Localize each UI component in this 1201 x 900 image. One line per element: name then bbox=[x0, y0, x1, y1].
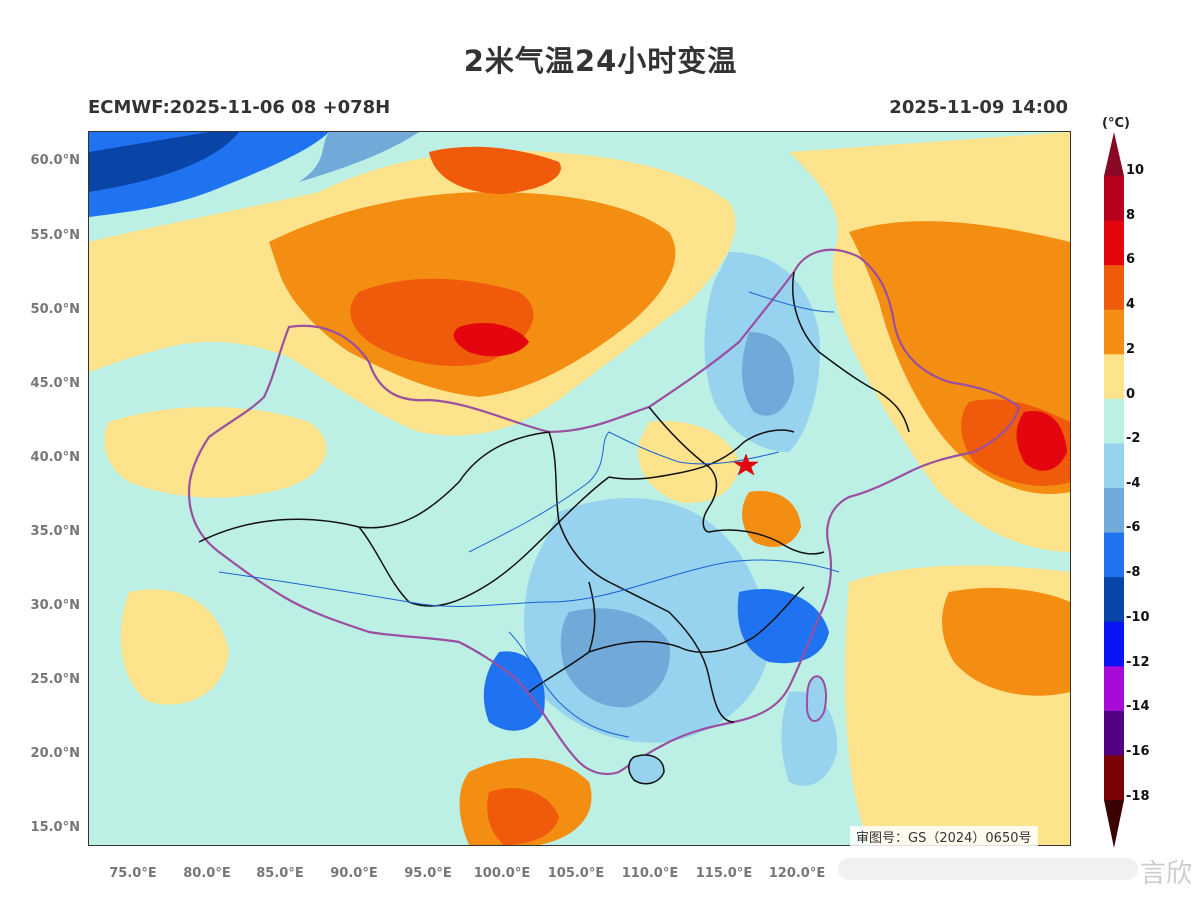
colorbar-label: -10 bbox=[1126, 610, 1150, 625]
province-boundary bbox=[608, 429, 795, 480]
province-boundary bbox=[708, 529, 825, 555]
river bbox=[468, 431, 780, 553]
china-border bbox=[187, 248, 1021, 776]
lon-label: 105.0°E bbox=[547, 866, 605, 881]
warm-patch-xinjiang bbox=[104, 407, 327, 498]
province-boundary bbox=[548, 431, 670, 613]
province-boundary bbox=[528, 581, 596, 693]
lat-label: 25.0°N bbox=[30, 672, 80, 687]
colorbar-segment bbox=[1104, 755, 1124, 801]
colorbar-segment bbox=[1104, 621, 1124, 667]
colorbar-label: -8 bbox=[1126, 565, 1141, 580]
star-beijing-marker bbox=[733, 453, 759, 476]
colorbar-segment bbox=[1104, 577, 1124, 623]
province-boundary bbox=[358, 476, 610, 607]
colorbar-segment bbox=[1104, 666, 1124, 712]
province-boundary bbox=[792, 271, 910, 433]
lon-label: 115.0°E bbox=[695, 866, 753, 881]
colorbar-segment bbox=[1104, 398, 1124, 444]
island-taiwan bbox=[805, 675, 827, 722]
lat-label: 20.0°N bbox=[30, 746, 80, 761]
colorbar-segment bbox=[1104, 488, 1124, 534]
island-hainan bbox=[628, 754, 665, 785]
cold-band-north bbox=[299, 132, 419, 182]
province-boundary bbox=[648, 406, 718, 533]
lon-label: 90.0°E bbox=[330, 866, 378, 881]
cool-strong-jiangnan bbox=[737, 588, 829, 664]
colorbar-segment bbox=[1104, 532, 1124, 578]
colorbar-segment bbox=[1104, 220, 1124, 266]
colorbar-label: 8 bbox=[1126, 208, 1136, 223]
lat-label: 60.0°N bbox=[30, 153, 80, 168]
model-info-label: ECMWF:2025-11-06 08 +078H bbox=[88, 97, 391, 118]
province-boundary bbox=[668, 611, 735, 723]
colorbar-label: 10 bbox=[1126, 163, 1145, 178]
chart-title: 2米气温24小时变温 bbox=[463, 44, 738, 78]
colorbar-label: 0 bbox=[1126, 387, 1136, 402]
lon-label: 120.0°E bbox=[768, 866, 826, 881]
colorbar-label: -6 bbox=[1126, 520, 1141, 535]
colorbar-segment bbox=[1104, 710, 1124, 756]
colorbar-segment bbox=[1104, 309, 1124, 355]
colorbar-segment bbox=[1104, 354, 1124, 400]
colorbar-label: 2 bbox=[1126, 342, 1136, 357]
lat-label: 40.0°N bbox=[30, 450, 80, 465]
lat-label: 50.0°N bbox=[30, 302, 80, 317]
watermark-logo bbox=[838, 858, 1138, 880]
warm-patch-northchina bbox=[638, 421, 739, 503]
colorbar-segment bbox=[1104, 265, 1124, 311]
warm-hot-mongolia bbox=[453, 322, 529, 357]
river bbox=[748, 291, 835, 313]
lat-label: 55.0°N bbox=[30, 228, 80, 243]
colorbar-label: -18 bbox=[1126, 789, 1150, 804]
lat-label: 30.0°N bbox=[30, 598, 80, 613]
cool-strong-yunnan bbox=[483, 651, 545, 731]
lat-label: 15.0°N bbox=[30, 820, 80, 835]
watermark-text: 言欣 bbox=[1140, 859, 1193, 889]
colorbar-top-arrow bbox=[1104, 132, 1124, 176]
colorbar-segment bbox=[1104, 443, 1124, 489]
warm-patch-southwest bbox=[120, 589, 229, 705]
lon-label: 80.0°E bbox=[183, 866, 231, 881]
lon-label: 95.0°E bbox=[404, 866, 452, 881]
cool-core-central bbox=[560, 608, 670, 708]
colorbar-label: 6 bbox=[1126, 252, 1136, 267]
colorbar-label: -16 bbox=[1126, 744, 1150, 759]
colorbar-label: -2 bbox=[1126, 431, 1141, 446]
lon-label: 100.0°E bbox=[473, 866, 531, 881]
colorbar-label: -14 bbox=[1126, 699, 1150, 714]
lat-label: 45.0°N bbox=[30, 376, 80, 391]
province-boundary bbox=[198, 431, 550, 543]
warm-core-pacific bbox=[942, 587, 1070, 696]
colorbar-bottom-arrow bbox=[1104, 800, 1124, 848]
warm-spot-north bbox=[429, 146, 561, 194]
colorbar-unit-label: (°C) bbox=[1102, 116, 1130, 131]
warm-spot-korea bbox=[1016, 411, 1067, 471]
lon-label: 110.0°E bbox=[621, 866, 679, 881]
lon-label: 75.0°E bbox=[109, 866, 157, 881]
province-boundary bbox=[588, 586, 805, 653]
colorbar-label: -4 bbox=[1126, 476, 1141, 491]
river bbox=[508, 631, 630, 738]
valid-time-label: 2025-11-09 14:00 bbox=[889, 97, 1068, 118]
map-approval-number: 审图号：GS（2024）0650号 bbox=[850, 826, 1038, 847]
cold-core-northwest bbox=[89, 132, 239, 192]
warm-core-indochina bbox=[487, 788, 559, 845]
colorbar bbox=[1104, 132, 1124, 848]
temperature-change-map[interactable] bbox=[88, 131, 1071, 846]
colorbar-segment bbox=[1104, 176, 1124, 222]
lon-label: 85.0°E bbox=[256, 866, 304, 881]
lat-label: 35.0°N bbox=[30, 524, 80, 539]
river bbox=[218, 559, 840, 607]
cool-patch-northeast-core bbox=[742, 332, 794, 416]
colorbar-label: -12 bbox=[1126, 655, 1150, 670]
colorbar-label: 4 bbox=[1126, 297, 1136, 312]
